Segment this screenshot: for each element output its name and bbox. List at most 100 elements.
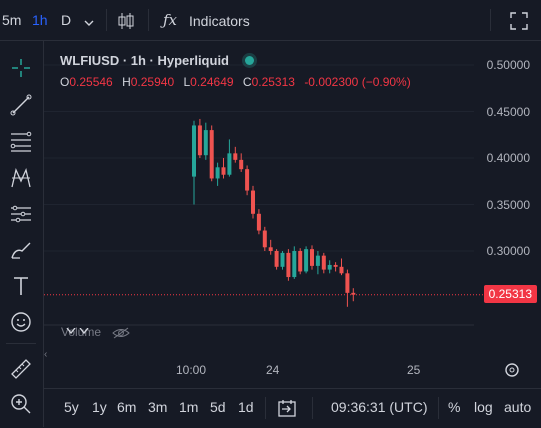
symbol-label: WLFIUSD · 1h · Hyperliquid [60,53,229,68]
candle [227,139,232,177]
chevron-down-icon[interactable] [84,14,94,32]
range-5y[interactable]: 5y [64,399,79,415]
symbol-title[interactable]: WLFIUSD · 1h · Hyperliquid [60,53,254,68]
candle-body [256,213,261,231]
volume-label: Volume [61,325,102,339]
candle-body [345,273,350,293]
candle-body [192,125,196,177]
candle [245,165,250,196]
change-value: -0.002300 (−0.90%) [304,75,411,89]
time-tick: 24 [266,363,280,377]
time-tick: 10:00 [176,363,207,377]
interval-d[interactable]: D [61,12,72,28]
interval-5m[interactable]: 5m [2,12,22,28]
indicators-button[interactable]: Indicators [189,13,250,29]
text-tool-icon[interactable] [8,273,34,299]
range-3m[interactable]: 3m [148,399,168,415]
candle-body [209,130,214,179]
clock-display[interactable]: 09:36:31 (UTC) [331,399,428,415]
forecast-icon[interactable] [8,201,34,227]
log-toggle[interactable]: log [474,399,493,415]
date-range-icon[interactable] [277,398,297,423]
fib-lines-icon[interactable] [8,128,34,154]
price-tick: 0.45000 [486,105,530,119]
top-toolbar: 5m 1h D ƒx Indicators [0,0,541,41]
chart-settings-icon[interactable] [504,362,520,383]
ohlc-legend: O0.25546 H0.25940 L0.24649 C0.25313 -0.0… [60,75,411,89]
candle [274,249,279,270]
collapse-arrows[interactable] [66,321,92,335]
candle [209,125,214,182]
chart-pane[interactable]: WLFIUSD · 1h · Hyperliquid O0.25546 H0.2… [44,41,541,387]
candle [315,251,320,275]
time-tick: 25 [407,363,421,377]
candle-body [333,264,338,267]
candle-body [321,255,326,270]
candle-body [280,252,285,267]
range-1d[interactable]: 1d [238,399,254,415]
candle-body [262,230,267,248]
ruler-icon[interactable] [8,356,34,382]
candle-body [203,130,208,156]
low-value: 0.24649 [190,75,234,89]
price-tick: 0.35000 [486,198,530,212]
emoji-icon[interactable] [8,309,34,335]
toolbar-divider [148,9,149,31]
crosshair-icon[interactable] [8,55,34,81]
candle-body [304,249,309,272]
toolbar-divider [438,397,439,419]
candle [321,252,326,274]
candle-body [221,167,226,175]
candle [221,158,226,179]
volume-label-group[interactable]: Volume [61,325,131,339]
candle-body [197,125,202,156]
candle [339,258,344,276]
candle-body [274,251,279,267]
candle-body [315,255,320,266]
market-status-dot[interactable] [244,56,254,65]
pattern-icon[interactable] [8,165,34,191]
price-tick: 0.30000 [486,244,530,258]
candle [304,246,309,274]
auto-toggle[interactable]: auto [504,399,532,415]
toolbar-divider [312,397,313,419]
open-label: O [60,75,70,89]
high-label: H [122,75,131,89]
toolbar-divider [265,397,266,419]
trend-line-icon[interactable] [8,92,34,118]
range-1y[interactable]: 1y [92,399,107,415]
candle [239,153,244,172]
candle-body [298,251,303,272]
range-1m[interactable]: 1m [179,399,199,415]
candle [233,146,238,163]
low-label: L [183,75,191,89]
candles-icon[interactable] [116,11,136,36]
zoom-in-icon[interactable] [8,391,34,417]
candle-body [327,264,332,270]
candle-body [215,167,220,179]
range-6m[interactable]: 6m [117,399,137,415]
candle [327,260,332,274]
candle-body [251,190,255,214]
candle [333,262,338,272]
drawing-toolbar [0,41,44,427]
fx-icon[interactable]: ƒx [163,11,178,29]
open-value: 0.25546 [69,75,113,89]
percent-toggle[interactable]: % [448,399,461,415]
candle [192,120,196,205]
interval-1h[interactable]: 1h [32,12,48,28]
eye-off-icon[interactable] [112,325,131,339]
candle [203,122,208,160]
price-tick: 0.50000 [486,58,530,72]
brush-icon[interactable] [8,237,34,263]
candle [286,249,291,281]
range-5d[interactable]: 5d [210,399,226,415]
candle-body [227,153,232,175]
candle [298,248,303,275]
toolbar-divider [106,9,107,31]
candlestick-chart[interactable] [44,41,541,387]
toolbar-divider [6,343,36,344]
fullscreen-icon[interactable] [510,12,528,35]
candle [262,226,267,251]
scroll-left-icon[interactable]: ‹ [44,349,48,360]
